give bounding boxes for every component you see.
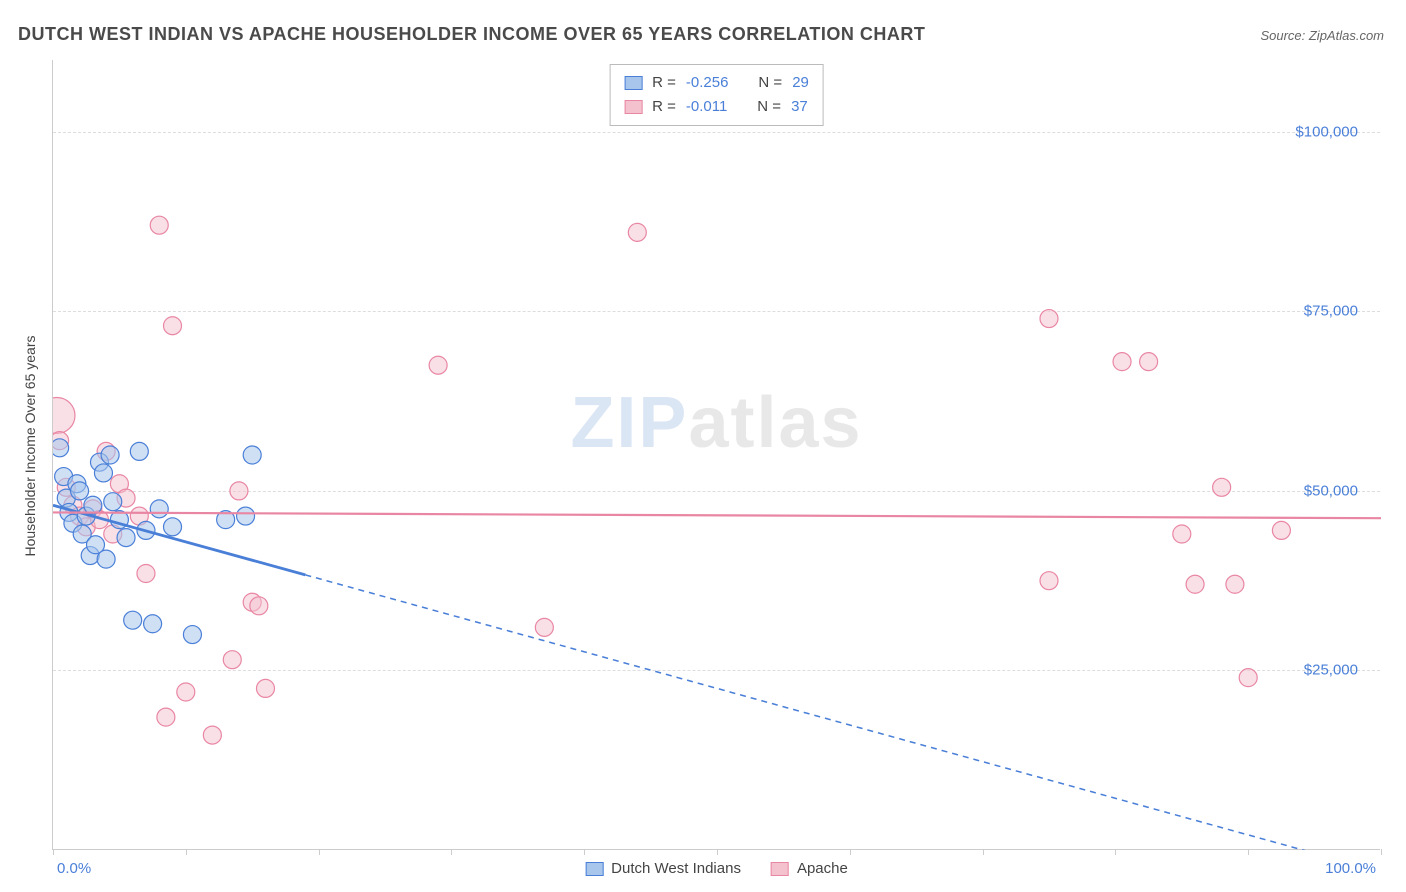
chart-plot-area: ZIPatlas $25,000$50,000$75,000$100,000 0… bbox=[52, 60, 1380, 850]
data-point bbox=[183, 626, 201, 644]
source-attribution: Source: ZipAtlas.com bbox=[1260, 28, 1384, 43]
x-tick bbox=[1381, 849, 1382, 855]
data-point bbox=[157, 708, 175, 726]
data-point bbox=[1272, 521, 1290, 539]
data-point bbox=[250, 597, 268, 615]
correlation-legend: R = -0.256 N = 29 R = -0.011 N = 37 bbox=[609, 64, 824, 126]
data-point bbox=[137, 565, 155, 583]
data-point bbox=[1173, 525, 1191, 543]
data-point bbox=[1213, 478, 1231, 496]
data-point bbox=[71, 482, 89, 500]
data-point bbox=[256, 679, 274, 697]
data-point bbox=[237, 507, 255, 525]
data-point bbox=[1113, 353, 1131, 371]
data-point bbox=[223, 651, 241, 669]
legend-label-series2: Apache bbox=[797, 860, 848, 877]
legend-row-series1: R = -0.256 N = 29 bbox=[624, 71, 809, 95]
data-point bbox=[243, 446, 261, 464]
data-point bbox=[1140, 353, 1158, 371]
data-point bbox=[1239, 669, 1257, 687]
series-legend: Dutch West Indians Apache bbox=[585, 860, 848, 877]
data-point bbox=[1186, 575, 1204, 593]
data-point bbox=[1040, 310, 1058, 328]
data-point bbox=[144, 615, 162, 633]
data-point bbox=[53, 439, 69, 457]
data-point bbox=[1040, 572, 1058, 590]
data-point bbox=[535, 618, 553, 636]
data-point bbox=[124, 611, 142, 629]
data-point bbox=[164, 317, 182, 335]
data-point bbox=[1226, 575, 1244, 593]
legend-swatch-pink bbox=[624, 100, 642, 114]
data-point bbox=[130, 442, 148, 460]
data-point bbox=[150, 500, 168, 518]
legend-swatch-blue-icon bbox=[585, 862, 603, 876]
data-point bbox=[628, 223, 646, 241]
data-point bbox=[53, 398, 75, 434]
x-axis-max-label: 100.0% bbox=[1325, 860, 1376, 877]
data-point bbox=[429, 356, 447, 374]
data-point bbox=[230, 482, 248, 500]
data-point bbox=[164, 518, 182, 536]
chart-title: DUTCH WEST INDIAN VS APACHE HOUSEHOLDER … bbox=[18, 24, 925, 45]
data-point bbox=[177, 683, 195, 701]
y-axis-label: Householder Income Over 65 years bbox=[22, 336, 38, 557]
data-point bbox=[97, 550, 115, 568]
x-axis-min-label: 0.0% bbox=[57, 860, 91, 877]
legend-item-series2: Apache bbox=[771, 860, 848, 877]
legend-label-series1: Dutch West Indians bbox=[611, 860, 741, 877]
legend-swatch-pink-icon bbox=[771, 862, 789, 876]
legend-item-series1: Dutch West Indians bbox=[585, 860, 741, 877]
data-point bbox=[150, 216, 168, 234]
legend-row-series2: R = -0.011 N = 37 bbox=[624, 95, 809, 119]
data-point bbox=[117, 529, 135, 547]
data-point bbox=[203, 726, 221, 744]
data-point bbox=[104, 493, 122, 511]
legend-swatch-blue bbox=[624, 76, 642, 90]
data-point bbox=[101, 446, 119, 464]
scatter-plot-svg bbox=[53, 60, 1381, 850]
data-point bbox=[94, 464, 112, 482]
